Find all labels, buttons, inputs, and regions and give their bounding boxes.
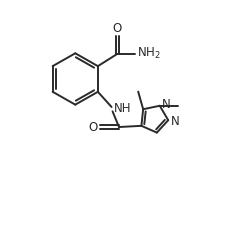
Text: NH: NH [114,102,131,115]
Text: NH$_2$: NH$_2$ [137,46,160,62]
Text: N: N [171,115,180,128]
Text: O: O [113,22,122,35]
Text: O: O [88,121,98,134]
Text: N: N [162,98,171,111]
